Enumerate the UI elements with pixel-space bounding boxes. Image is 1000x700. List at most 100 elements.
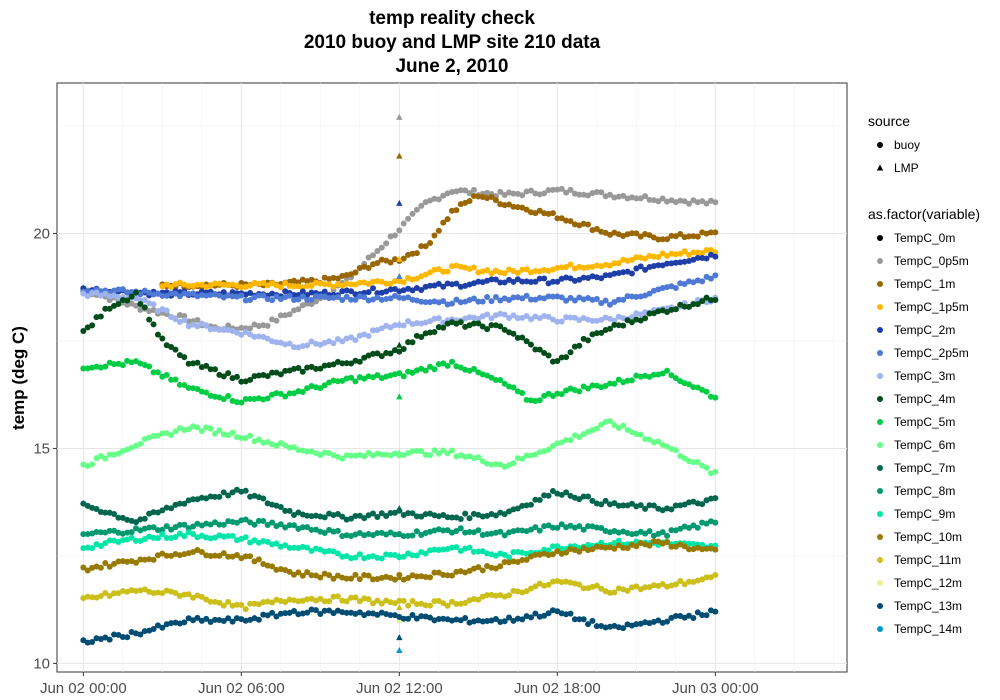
buoy-point-TempC_10m: [497, 563, 504, 570]
lmp-point-TempC_4m: [396, 341, 403, 348]
buoy-point-TempC_3m: [150, 301, 157, 308]
buoy-point-TempC_2m: [611, 270, 618, 277]
buoy-point-TempC_3m: [589, 317, 596, 324]
buoy-point-TempC_11m: [216, 599, 223, 606]
buoy-point-TempC_10m: [163, 552, 170, 559]
buoy-point-TempC_7m: [585, 493, 592, 500]
buoy-point-TempC_4m: [563, 354, 570, 361]
buoy-point-TempC_9m: [413, 552, 420, 559]
buoy-point-TempC_2m: [541, 275, 548, 282]
buoy-point-TempC_5m: [352, 378, 359, 385]
buoy-point-TempC_3m: [264, 335, 271, 342]
buoy-point-TempC_4m: [168, 343, 175, 350]
buoy-point-TempC_3m: [308, 338, 315, 345]
buoy-point-TempC_2p5m: [418, 298, 425, 305]
buoy-point-TempC_2p5m: [396, 294, 403, 301]
lmp-point-TempC_13m: [396, 634, 403, 641]
buoy-point-TempC_9m: [457, 547, 464, 554]
buoy-point-TempC_9m: [154, 535, 161, 542]
buoy-point-TempC_4m: [185, 360, 192, 367]
buoy-point-TempC_4m: [554, 358, 561, 365]
buoy-point-TempC_2p5m: [712, 272, 719, 279]
buoy-point-TempC_8m: [400, 533, 407, 540]
buoy-point-TempC_3m: [84, 293, 91, 300]
buoy-point-TempC_3m: [255, 333, 262, 340]
buoy-point-TempC_4m: [264, 373, 271, 380]
buoy-point-TempC_13m: [580, 616, 587, 623]
buoy-point-TempC_1m: [365, 265, 372, 272]
buoy-point-TempC_1p5m: [247, 282, 254, 289]
legend-key-TempC_13m: [877, 603, 883, 609]
buoy-point-TempC_10m: [220, 550, 227, 557]
buoy-point-TempC_13m: [497, 618, 504, 625]
legend-label-TempC_5m: TempC_5m: [894, 415, 955, 429]
buoy-point-TempC_10m: [488, 564, 495, 571]
buoy-point-TempC_4m: [277, 371, 284, 378]
buoy-point-TempC_4m: [488, 322, 495, 329]
buoy-point-TempC_13m: [141, 628, 148, 635]
buoy-point-TempC_13m: [633, 621, 640, 628]
buoy-point-TempC_0p5m: [659, 195, 666, 202]
buoy-point-TempC_9m: [409, 552, 416, 559]
buoy-point-TempC_11m: [492, 592, 499, 599]
buoy-point-TempC_6m: [690, 459, 697, 466]
buoy-point-TempC_9m: [326, 547, 333, 554]
buoy-point-TempC_5m: [150, 369, 157, 376]
buoy-point-TempC_2m: [435, 280, 442, 287]
buoy-point-TempC_5m: [247, 395, 254, 402]
buoy-point-TempC_9m: [387, 551, 394, 558]
buoy-point-TempC_7m: [133, 519, 139, 526]
buoy-point-TempC_11m: [427, 602, 434, 609]
buoy-point-TempC_4m: [299, 368, 306, 375]
buoy-point-TempC_3m: [352, 337, 359, 344]
buoy-point-TempC_0p5m: [607, 191, 613, 198]
buoy-point-TempC_8m: [128, 529, 135, 536]
buoy-point-TempC_13m: [620, 625, 627, 632]
buoy-point-TempC_8m: [374, 530, 381, 537]
buoy-point-TempC_2m: [532, 278, 539, 285]
buoy-point-TempC_3m: [304, 342, 311, 349]
buoy-point-TempC_10m: [699, 546, 706, 553]
buoy-point-TempC_11m: [154, 589, 161, 596]
buoy-point-TempC_7m: [387, 509, 394, 516]
buoy-point-TempC_11m: [374, 597, 381, 604]
buoy-point-TempC_4m: [646, 310, 653, 317]
buoy-point-TempC_5m: [146, 363, 153, 370]
buoy-point-TempC_8m: [264, 522, 271, 529]
buoy-point-TempC_1p5m: [668, 250, 675, 257]
buoy-point-TempC_2p5m: [449, 300, 455, 307]
buoy-point-TempC_7m: [361, 515, 368, 522]
buoy-point-TempC_0p5m: [264, 322, 271, 329]
buoy-point-TempC_6m: [598, 421, 605, 428]
buoy-point-TempC_9m: [545, 547, 552, 554]
lmp-point-TempC_1m: [396, 152, 403, 159]
buoy-point-TempC_2p5m: [607, 301, 613, 308]
buoy-point-TempC_2p5m: [326, 295, 333, 302]
buoy-point-TempC_7m: [212, 493, 218, 500]
buoy-point-TempC_8m: [269, 519, 276, 526]
buoy-point-TempC_11m: [409, 597, 416, 604]
buoy-point-TempC_9m: [172, 534, 179, 541]
buoy-point-TempC_10m: [352, 571, 359, 578]
legend-label-TempC_13m: TempC_13m: [894, 599, 962, 613]
buoy-point-TempC_2m: [409, 287, 416, 294]
buoy-point-TempC_7m: [198, 494, 205, 501]
legend-key-TempC_6m: [877, 442, 883, 448]
buoy-point-TempC_4m: [128, 293, 135, 300]
buoy-point-TempC_10m: [216, 552, 223, 559]
buoy-point-TempC_3m: [611, 317, 618, 324]
buoy-point-TempC_1m: [628, 230, 635, 237]
buoy-point-TempC_7m: [277, 504, 284, 511]
buoy-point-TempC_10m: [242, 553, 249, 560]
buoy-point-TempC_1p5m: [321, 281, 328, 288]
buoy-point-TempC_0p5m: [576, 191, 583, 198]
buoy-point-TempC_7m: [444, 514, 451, 521]
buoy-point-TempC_4m: [93, 314, 100, 321]
buoy-point-TempC_3m: [168, 313, 175, 320]
buoy-point-TempC_1p5m: [580, 264, 587, 271]
chart-title-line-2: 2010 buoy and LMP site 210 data: [304, 32, 601, 53]
buoy-point-TempC_2m: [672, 259, 679, 266]
buoy-point-TempC_6m: [576, 434, 583, 441]
buoy-point-TempC_10m: [633, 543, 640, 550]
buoy-point-TempC_4m: [159, 335, 166, 342]
